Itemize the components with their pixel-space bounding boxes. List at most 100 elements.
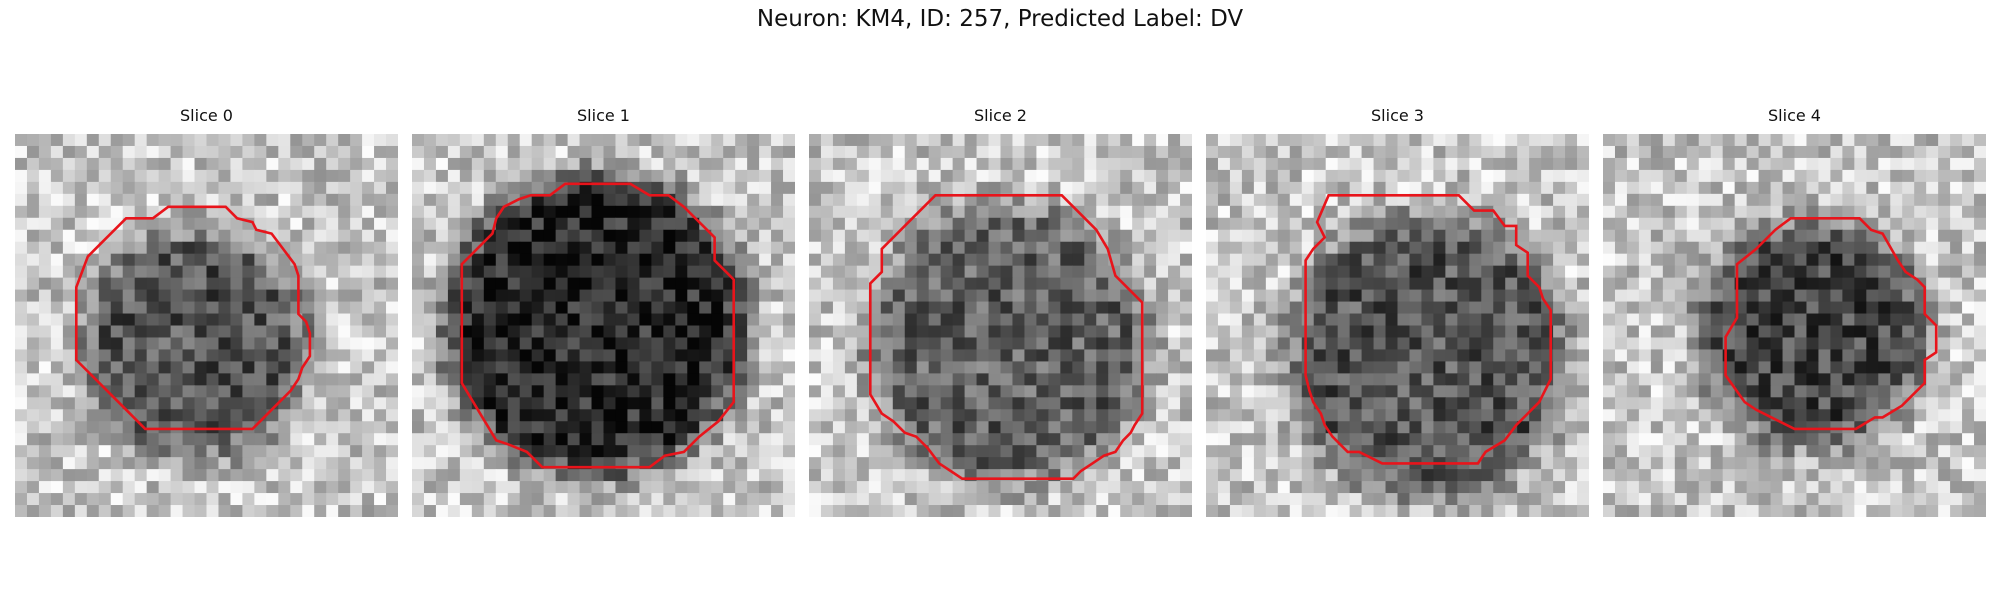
pixel-cell xyxy=(1541,229,1554,243)
pixel-cell xyxy=(1686,373,1700,386)
pixel-cell xyxy=(988,193,1002,207)
pixel-cell xyxy=(771,385,784,398)
pixel-cell xyxy=(809,169,822,183)
pixel-cell xyxy=(1325,205,1339,219)
pixel-cell xyxy=(1265,433,1279,446)
pixel-cell xyxy=(1048,134,1061,147)
pixel-cell xyxy=(1361,289,1375,303)
pixel-cell xyxy=(266,361,279,374)
pixel-cell xyxy=(976,205,990,219)
pixel-cell xyxy=(1373,181,1387,195)
pixel-cell xyxy=(338,349,351,363)
pixel-cell xyxy=(892,301,906,315)
pixel-cell xyxy=(1277,157,1291,171)
pixel-cell xyxy=(1603,145,1616,159)
pixel-cell xyxy=(182,469,196,482)
pixel-cell xyxy=(820,134,834,147)
pixel-cell xyxy=(904,157,918,171)
pixel-cell xyxy=(1469,289,1482,303)
pixel-cell xyxy=(675,361,688,374)
pixel-cell xyxy=(1517,181,1530,195)
pixel-cell xyxy=(591,361,605,374)
pixel-cell xyxy=(675,157,688,171)
pixel-cell xyxy=(964,361,978,374)
pixel-cell xyxy=(98,433,112,446)
pixel-cell xyxy=(1698,241,1712,255)
pixel-cell xyxy=(543,493,557,506)
pixel-cell xyxy=(976,361,990,374)
pixel-cell xyxy=(230,421,244,434)
pixel-cell xyxy=(15,193,28,207)
pixel-cell xyxy=(1650,265,1664,279)
pixel-cell xyxy=(844,134,858,147)
pixel-cell xyxy=(15,445,28,458)
pixel-cell xyxy=(1313,313,1327,327)
pixel-cell xyxy=(122,157,136,171)
pixel-cell xyxy=(278,325,291,339)
pixel-cell xyxy=(338,134,351,147)
pixel-cell xyxy=(423,433,437,446)
pixel-cell xyxy=(158,169,172,183)
pixel-cell xyxy=(771,217,784,231)
pixel-cell xyxy=(290,421,303,434)
slice-image-2 xyxy=(809,134,1192,517)
pixel-cell xyxy=(916,181,930,195)
pixel-cell xyxy=(1782,457,1796,470)
pixel-cell xyxy=(338,217,351,231)
pixel-cell xyxy=(1878,421,1891,434)
pixel-cell xyxy=(687,421,700,434)
pixel-cell xyxy=(302,493,315,506)
pixel-cell xyxy=(856,157,870,171)
pixel-cell xyxy=(567,373,581,386)
pixel-cell xyxy=(1469,349,1482,363)
pixel-cell xyxy=(1421,469,1435,482)
pixel-cell xyxy=(290,505,303,517)
pixel-cell xyxy=(579,145,593,159)
pixel-cell xyxy=(338,433,351,446)
pixel-cell xyxy=(314,134,327,147)
pixel-cell xyxy=(1674,265,1688,279)
pixel-cell xyxy=(50,145,64,159)
pixel-cell xyxy=(1722,265,1736,279)
pixel-cell xyxy=(880,241,894,255)
pixel-cell xyxy=(699,205,712,219)
pixel-cell xyxy=(146,481,160,494)
pixel-cell xyxy=(350,337,363,351)
pixel-cell xyxy=(386,193,398,207)
pixel-cell xyxy=(1012,385,1026,398)
pixel-cell xyxy=(1626,373,1640,386)
pixel-cell xyxy=(26,217,40,231)
pixel-cell xyxy=(771,181,784,195)
pixel-cell xyxy=(603,469,617,482)
pixel-cell xyxy=(916,469,930,482)
pixel-cell xyxy=(1938,277,1951,291)
pixel-cell xyxy=(783,337,795,351)
pixel-cell xyxy=(350,193,363,207)
pixel-cell xyxy=(699,193,712,207)
pixel-cell xyxy=(1565,217,1578,231)
pixel-cell xyxy=(122,145,136,159)
pixel-cell xyxy=(1746,433,1760,446)
pixel-cell xyxy=(362,277,375,291)
pixel-cell xyxy=(940,481,954,494)
pixel-cell xyxy=(1301,361,1315,374)
pixel-cell xyxy=(1000,277,1014,291)
pixel-cell xyxy=(1229,145,1243,159)
pixel-cell xyxy=(1000,265,1014,279)
pixel-cell xyxy=(1758,157,1772,171)
pixel-cell xyxy=(555,433,569,446)
pixel-cell xyxy=(1962,421,1975,434)
pixel-cell xyxy=(230,265,244,279)
pixel-cell xyxy=(832,505,846,517)
pixel-cell xyxy=(1962,134,1975,147)
pixel-cell xyxy=(1818,289,1832,303)
pixel-cell xyxy=(158,217,172,231)
pixel-cell xyxy=(230,217,244,231)
pixel-cell xyxy=(50,373,64,386)
pixel-cell xyxy=(1036,373,1049,386)
pixel-cell xyxy=(531,134,545,147)
pixel-cell xyxy=(1614,241,1628,255)
pixel-cell xyxy=(639,277,652,291)
pixel-cell xyxy=(1084,409,1097,422)
pixel-cell xyxy=(1048,181,1061,195)
